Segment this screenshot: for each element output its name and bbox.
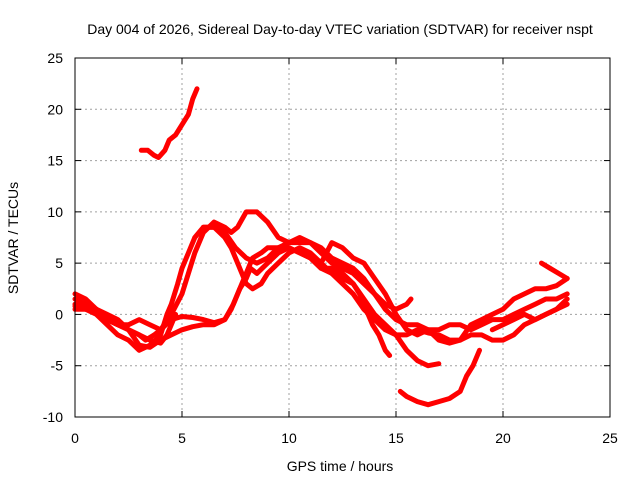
y-axis-ticks: -10 -5 0 5 10 15 20 25 — [43, 50, 610, 425]
x-tick-label: 0 — [71, 430, 79, 446]
y-tick-label: -10 — [43, 409, 63, 425]
x-axis-ticks: 0 5 10 15 20 25 — [71, 58, 618, 446]
series-line-arc-4 — [72, 209, 414, 333]
x-tick-label: 25 — [602, 430, 618, 446]
y-axis-title: SDTVAR / TECUs — [5, 182, 21, 294]
x-tick-label: 20 — [495, 430, 511, 446]
x-tick-label: 15 — [388, 430, 404, 446]
y-tick-label: 10 — [47, 204, 63, 220]
x-tick-label: 10 — [281, 430, 297, 446]
series-line-arc-7 — [318, 240, 570, 346]
series-line-arc-5 — [72, 291, 179, 346]
y-tick-label: 20 — [47, 101, 63, 117]
series-line-arc-8 — [397, 347, 482, 408]
y-tick-label: 5 — [55, 255, 63, 271]
series-line-arc-10 — [539, 260, 570, 281]
x-tick-label: 5 — [178, 430, 186, 446]
series-line-arc-6 — [200, 224, 570, 333]
plot-frame — [74, 57, 611, 418]
y-tick-label: -5 — [51, 358, 64, 374]
series-group — [72, 86, 570, 408]
y-tick-label: 0 — [55, 306, 63, 322]
y-tick-label: 15 — [47, 153, 63, 169]
x-axis-title: GPS time / hours — [287, 458, 394, 474]
series-line-arc-11 — [489, 296, 570, 333]
chart-title: Day 004 of 2026, Sidereal Day-to-day VTE… — [87, 21, 593, 37]
series-line-arc-9 — [138, 86, 200, 160]
y-tick-label: 25 — [47, 50, 63, 66]
